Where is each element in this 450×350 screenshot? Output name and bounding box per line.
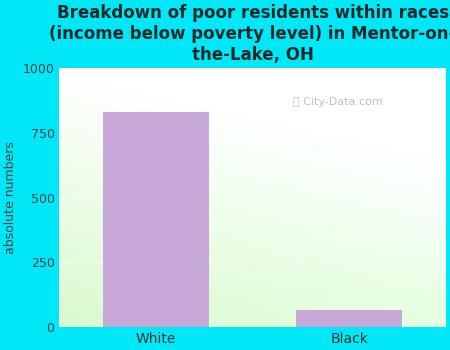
Y-axis label: absolute numbers: absolute numbers (4, 141, 17, 254)
Bar (296, 310, 402, 327)
Text: ⓘ City-Data.com: ⓘ City-Data.com (293, 97, 382, 107)
Title: Breakdown of poor residents within races
(income below poverty level) in Mentor-: Breakdown of poor residents within races… (50, 4, 450, 64)
Bar (103, 112, 209, 327)
